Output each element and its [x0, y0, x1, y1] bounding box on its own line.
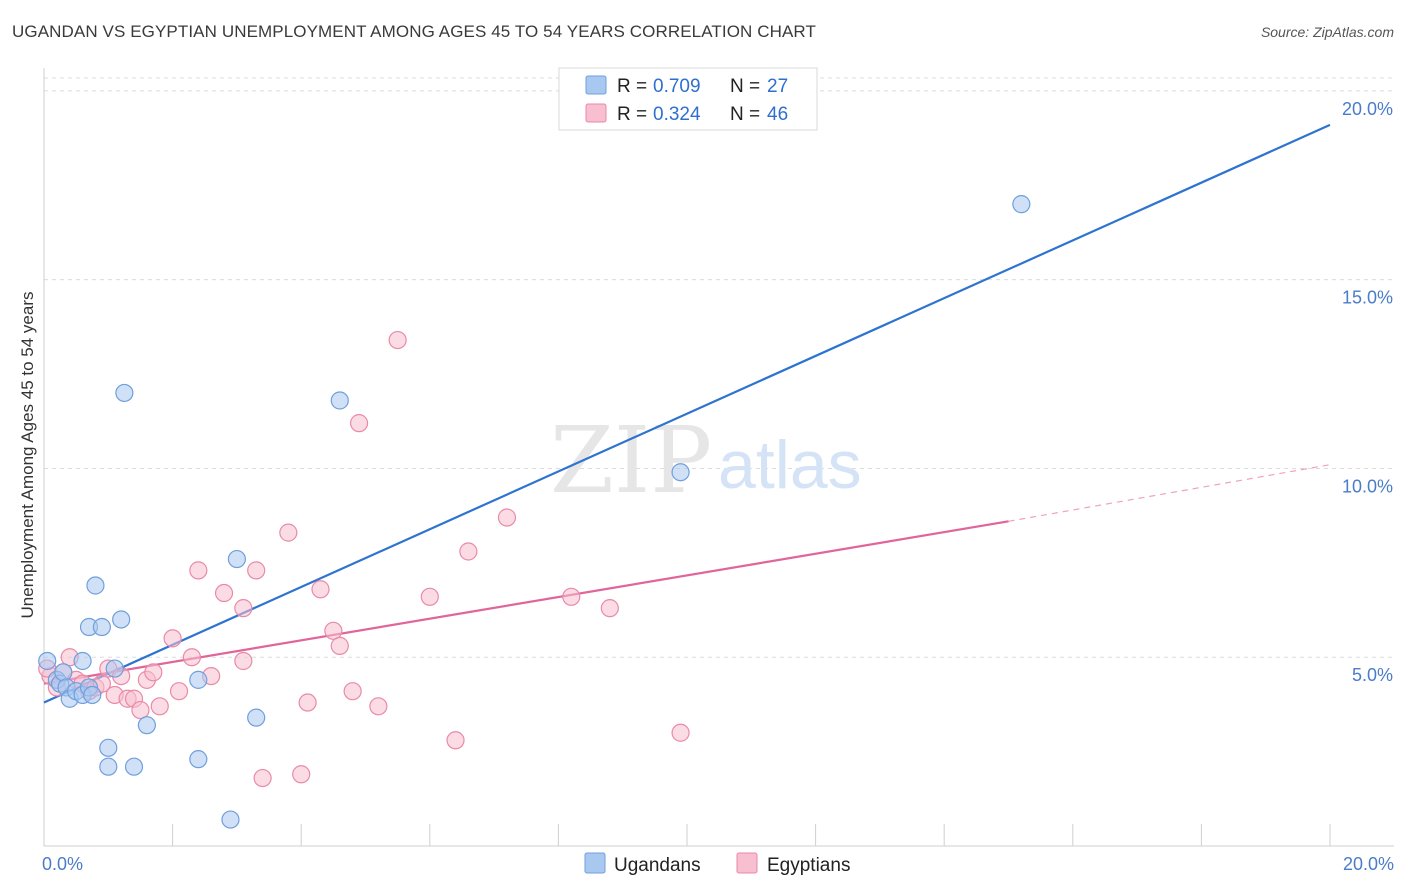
point-egyptians: [150, 697, 169, 716]
stats-legend-n-value-ugandans: 27: [767, 76, 788, 97]
point-ugandans: [227, 549, 246, 569]
point-egyptians: [369, 697, 388, 716]
x-tick-label-left: 0.0%: [42, 854, 83, 874]
point-egyptians: [671, 723, 690, 742]
trendline-egyptians: [43, 520, 1009, 685]
stats-legend-n-value-egyptians: 46: [767, 104, 788, 125]
point-ugandans: [73, 651, 92, 671]
y-tick-label: 10.0%: [1342, 476, 1393, 496]
watermark-atlas: atlas: [718, 427, 862, 503]
axes: [43, 68, 1394, 847]
point-ugandans: [221, 810, 240, 829]
source-note: Source: ZipAtlas.com: [1260, 24, 1394, 40]
y-axis-title: Unemployment Among Ages 45 to 54 years: [18, 292, 37, 619]
point-ugandans: [38, 651, 57, 671]
point-egyptians: [311, 580, 330, 599]
stats-legend-r-label-ugandans: R =: [617, 76, 647, 97]
point-ugandans: [105, 659, 124, 678]
point-egyptians: [131, 700, 150, 720]
point-egyptians: [292, 765, 311, 784]
stats-legend-r-value-ugandans: 0.709: [653, 76, 701, 97]
point-egyptians: [144, 663, 163, 682]
legend-swatch-egyptians: [736, 852, 758, 874]
point-egyptians: [298, 693, 317, 712]
point-ugandans: [99, 757, 118, 776]
stats-legend-swatch-ugandans: [585, 75, 607, 95]
point-egyptians: [169, 682, 189, 701]
point-ugandans: [115, 383, 134, 403]
legend-label-egyptians: Egyptians: [767, 855, 850, 876]
point-ugandans: [671, 463, 690, 482]
stats-legend-n-label-ugandans: N =: [730, 76, 760, 97]
point-egyptians: [562, 587, 581, 606]
legend-swatch-ugandans: [584, 852, 606, 874]
chart-title: UGANDAN VS EGYPTIAN UNEMPLOYMENT AMONG A…: [12, 22, 816, 41]
point-egyptians: [497, 508, 517, 527]
point-egyptians: [163, 629, 182, 648]
point-egyptians: [420, 587, 439, 606]
point-egyptians: [189, 561, 208, 580]
point-ugandans: [247, 708, 266, 727]
point-egyptians: [253, 768, 272, 788]
y-tick-label: 5.0%: [1352, 665, 1393, 685]
point-egyptians: [600, 599, 619, 618]
point-egyptians: [324, 621, 343, 640]
point-egyptians: [234, 599, 253, 618]
point-ugandans: [330, 391, 349, 410]
point-ugandans: [83, 685, 102, 705]
point-egyptians: [343, 682, 362, 701]
point-ugandans: [54, 663, 73, 682]
data-points: [38, 195, 1031, 829]
x-tick-label-right: 20.0%: [1343, 854, 1394, 874]
point-ugandans: [189, 670, 208, 689]
y-tick-labels: 5.0% 10.0% 15.0% 20.0%: [1342, 99, 1393, 685]
point-ugandans: [86, 576, 105, 595]
trendlines: [43, 123, 1331, 704]
point-egyptians: [247, 561, 266, 580]
point-egyptians: [349, 414, 369, 433]
series-legend: Ugandans Egyptians: [584, 852, 850, 876]
point-egyptians: [234, 651, 253, 671]
trendline-ugandans: [43, 123, 1331, 704]
point-egyptians: [388, 330, 407, 350]
point-ugandans: [189, 750, 208, 769]
point-egyptians: [330, 636, 349, 655]
point-egyptians: [182, 648, 201, 667]
stats-legend: R = 0.709 N = 27 R = 0.324 N = 46: [558, 67, 818, 131]
point-ugandans: [92, 617, 111, 637]
point-egyptians: [279, 523, 298, 542]
point-ugandans: [137, 716, 156, 735]
trendline-extension-egyptians: [1008, 464, 1331, 522]
y-tick-label: 15.0%: [1342, 288, 1393, 308]
legend-label-ugandans: Ugandans: [614, 855, 701, 876]
watermark: ZIP atlas: [550, 407, 862, 514]
stats-legend-n-label-egyptians: N =: [730, 104, 760, 125]
watermark-zip: ZIP: [550, 407, 712, 514]
point-egyptians: [459, 542, 478, 561]
y-tick-label: 20.0%: [1342, 99, 1393, 119]
point-ugandans: [112, 610, 131, 629]
stats-legend-r-value-egyptians: 0.324: [653, 104, 701, 125]
point-ugandans: [99, 738, 118, 757]
point-ugandans: [1012, 195, 1031, 214]
point-ugandans: [124, 757, 144, 776]
point-egyptians: [446, 731, 465, 750]
stats-legend-swatch-egyptians: [585, 103, 607, 123]
point-egyptians: [214, 583, 234, 603]
stats-legend-r-label-egyptians: R =: [617, 104, 647, 125]
